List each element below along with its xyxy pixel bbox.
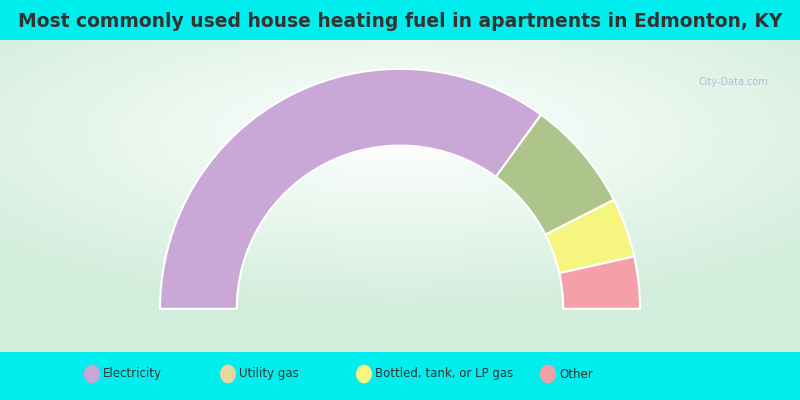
Text: Other: Other <box>559 368 593 380</box>
Wedge shape <box>559 256 640 309</box>
Wedge shape <box>496 115 614 235</box>
Ellipse shape <box>540 365 556 383</box>
Wedge shape <box>160 69 541 309</box>
Text: Bottled, tank, or LP gas: Bottled, tank, or LP gas <box>375 368 514 380</box>
Ellipse shape <box>220 365 236 383</box>
Ellipse shape <box>84 365 100 383</box>
Text: Electricity: Electricity <box>103 368 162 380</box>
Text: City-Data.com: City-Data.com <box>698 78 768 88</box>
Text: Most commonly used house heating fuel in apartments in Edmonton, KY: Most commonly used house heating fuel in… <box>18 12 782 31</box>
Wedge shape <box>546 200 634 273</box>
Ellipse shape <box>356 365 372 383</box>
Text: Utility gas: Utility gas <box>239 368 299 380</box>
